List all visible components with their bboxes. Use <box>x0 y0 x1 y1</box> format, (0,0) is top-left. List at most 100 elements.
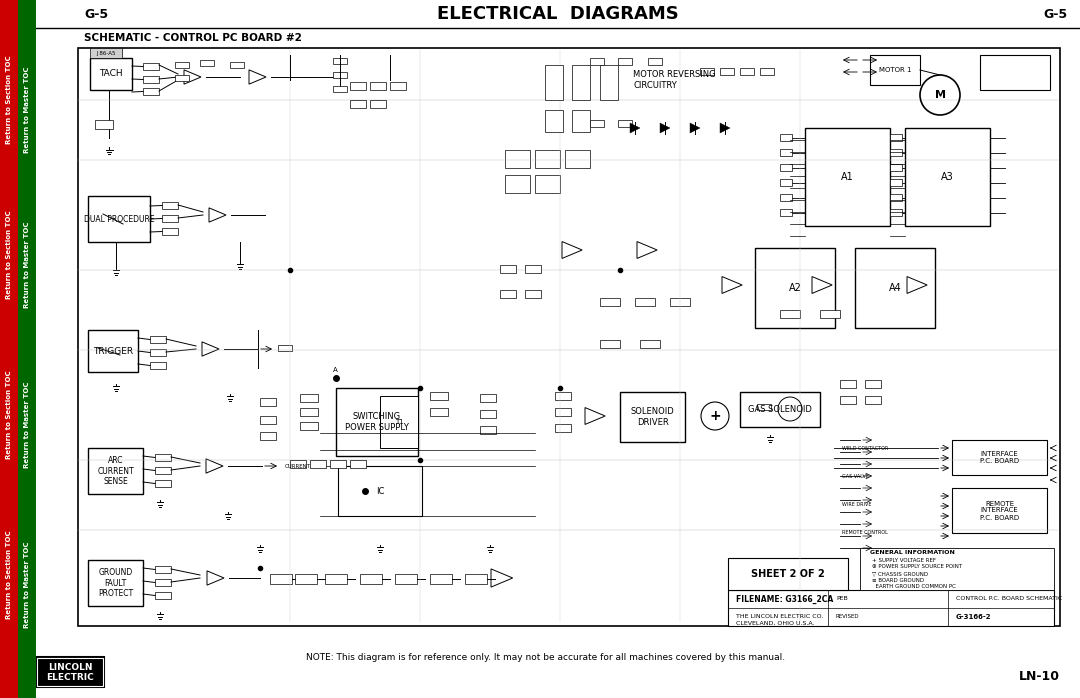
Text: A4: A4 <box>889 283 902 293</box>
Bar <box>230 62 244 68</box>
Text: MOTOR 1: MOTOR 1 <box>879 67 912 73</box>
Bar <box>890 194 902 201</box>
Bar <box>670 298 690 306</box>
Bar <box>755 248 835 328</box>
Bar <box>620 392 685 442</box>
Bar <box>545 110 563 132</box>
Bar <box>780 134 792 141</box>
Bar <box>890 179 902 186</box>
Bar <box>890 134 902 141</box>
Bar <box>740 68 754 75</box>
Bar <box>310 460 326 468</box>
Bar <box>200 60 214 66</box>
Bar <box>535 175 561 193</box>
Bar <box>333 58 347 64</box>
Bar <box>535 150 561 168</box>
Text: GAS SOLENOID: GAS SOLENOID <box>748 405 812 414</box>
Bar <box>480 410 496 418</box>
Bar <box>360 574 382 584</box>
Bar <box>572 110 590 132</box>
Bar <box>350 100 366 108</box>
Bar <box>572 65 590 100</box>
Bar <box>330 460 346 468</box>
Bar <box>87 330 138 372</box>
Bar <box>270 574 292 584</box>
Bar <box>618 120 632 127</box>
Text: FILENAME: G3166_2CA: FILENAME: G3166_2CA <box>735 595 834 604</box>
Text: Return to Master TOC: Return to Master TOC <box>24 67 30 154</box>
Bar <box>325 574 347 584</box>
Polygon shape <box>690 123 700 133</box>
Text: G-3166-2: G-3166-2 <box>956 614 991 620</box>
Bar <box>865 380 881 388</box>
Text: A: A <box>333 367 337 373</box>
Bar <box>36 0 1080 28</box>
Text: + SUPPLY VOLTAGE REF: + SUPPLY VOLTAGE REF <box>872 558 936 563</box>
Bar <box>600 65 618 100</box>
Bar <box>780 194 792 201</box>
Text: A2: A2 <box>788 283 801 293</box>
Bar <box>350 460 366 468</box>
Text: REMOTE
INTERFACE
P.C. BOARD: REMOTE INTERFACE P.C. BOARD <box>980 500 1020 521</box>
Bar <box>150 336 166 343</box>
Bar <box>150 349 166 356</box>
Bar <box>295 574 318 584</box>
Bar <box>840 396 856 404</box>
Bar <box>338 466 422 516</box>
Text: CLEVELAND, OHIO U.S.A.: CLEVELAND, OHIO U.S.A. <box>735 621 814 625</box>
Bar <box>951 488 1047 533</box>
Bar <box>78 48 1059 626</box>
Text: J 86-A5: J 86-A5 <box>96 50 116 56</box>
Bar <box>565 150 590 168</box>
Text: REMOTE CONTROL: REMOTE CONTROL <box>842 530 888 535</box>
Polygon shape <box>720 123 730 133</box>
Text: Return to Master TOC: Return to Master TOC <box>24 382 30 468</box>
Bar <box>757 404 771 410</box>
Bar <box>500 265 516 273</box>
Bar <box>505 175 530 193</box>
Bar <box>36 657 104 687</box>
Text: ARC
CURRENT
SENSE: ARC CURRENT SENSE <box>97 456 134 486</box>
Text: SWITCHING
POWER SUPPLY: SWITCHING POWER SUPPLY <box>346 413 409 431</box>
Bar <box>555 392 571 400</box>
Bar <box>600 340 620 348</box>
Bar <box>90 58 132 90</box>
Bar <box>780 310 800 318</box>
Text: ≡ BOARD GROUND: ≡ BOARD GROUND <box>872 577 924 583</box>
Text: ELECTRIC: ELECTRIC <box>46 674 94 683</box>
Text: Return to Section TOC: Return to Section TOC <box>6 211 12 299</box>
Bar <box>590 120 604 127</box>
Bar <box>555 408 571 416</box>
Bar <box>156 566 171 573</box>
Bar <box>156 592 171 599</box>
Text: SCHEMATIC - CONTROL PC BOARD #2: SCHEMATIC - CONTROL PC BOARD #2 <box>84 33 302 43</box>
Bar <box>740 392 820 427</box>
Text: G-5: G-5 <box>84 8 108 20</box>
Bar <box>278 345 292 351</box>
Bar <box>600 298 620 306</box>
Bar <box>260 398 276 406</box>
Bar <box>156 454 171 461</box>
Text: PEB: PEB <box>836 597 848 602</box>
Bar <box>300 394 318 402</box>
Bar <box>175 62 189 68</box>
Text: ELECTRICAL  DIAGRAMS: ELECTRICAL DIAGRAMS <box>437 5 679 23</box>
Bar <box>143 88 159 95</box>
Bar <box>780 209 792 216</box>
Bar <box>780 149 792 156</box>
Bar <box>18 0 36 698</box>
Text: A1: A1 <box>841 172 854 182</box>
Text: NOTE: This diagram is for reference only. It may not be accurate for all machine: NOTE: This diagram is for reference only… <box>307 653 785 662</box>
Bar <box>860 548 1054 590</box>
Bar <box>780 179 792 186</box>
Bar <box>370 100 386 108</box>
Bar <box>291 460 306 468</box>
Bar <box>95 120 113 129</box>
Text: EARTH GROUND COMMON PC: EARTH GROUND COMMON PC <box>872 584 956 588</box>
Bar <box>905 128 990 226</box>
Bar <box>855 248 935 328</box>
Text: CURRENT: CURRENT <box>285 463 311 468</box>
Text: SOLENOID
DRIVER: SOLENOID DRIVER <box>631 408 674 426</box>
Text: Return to Section TOC: Return to Section TOC <box>6 56 12 144</box>
Bar <box>333 72 347 78</box>
